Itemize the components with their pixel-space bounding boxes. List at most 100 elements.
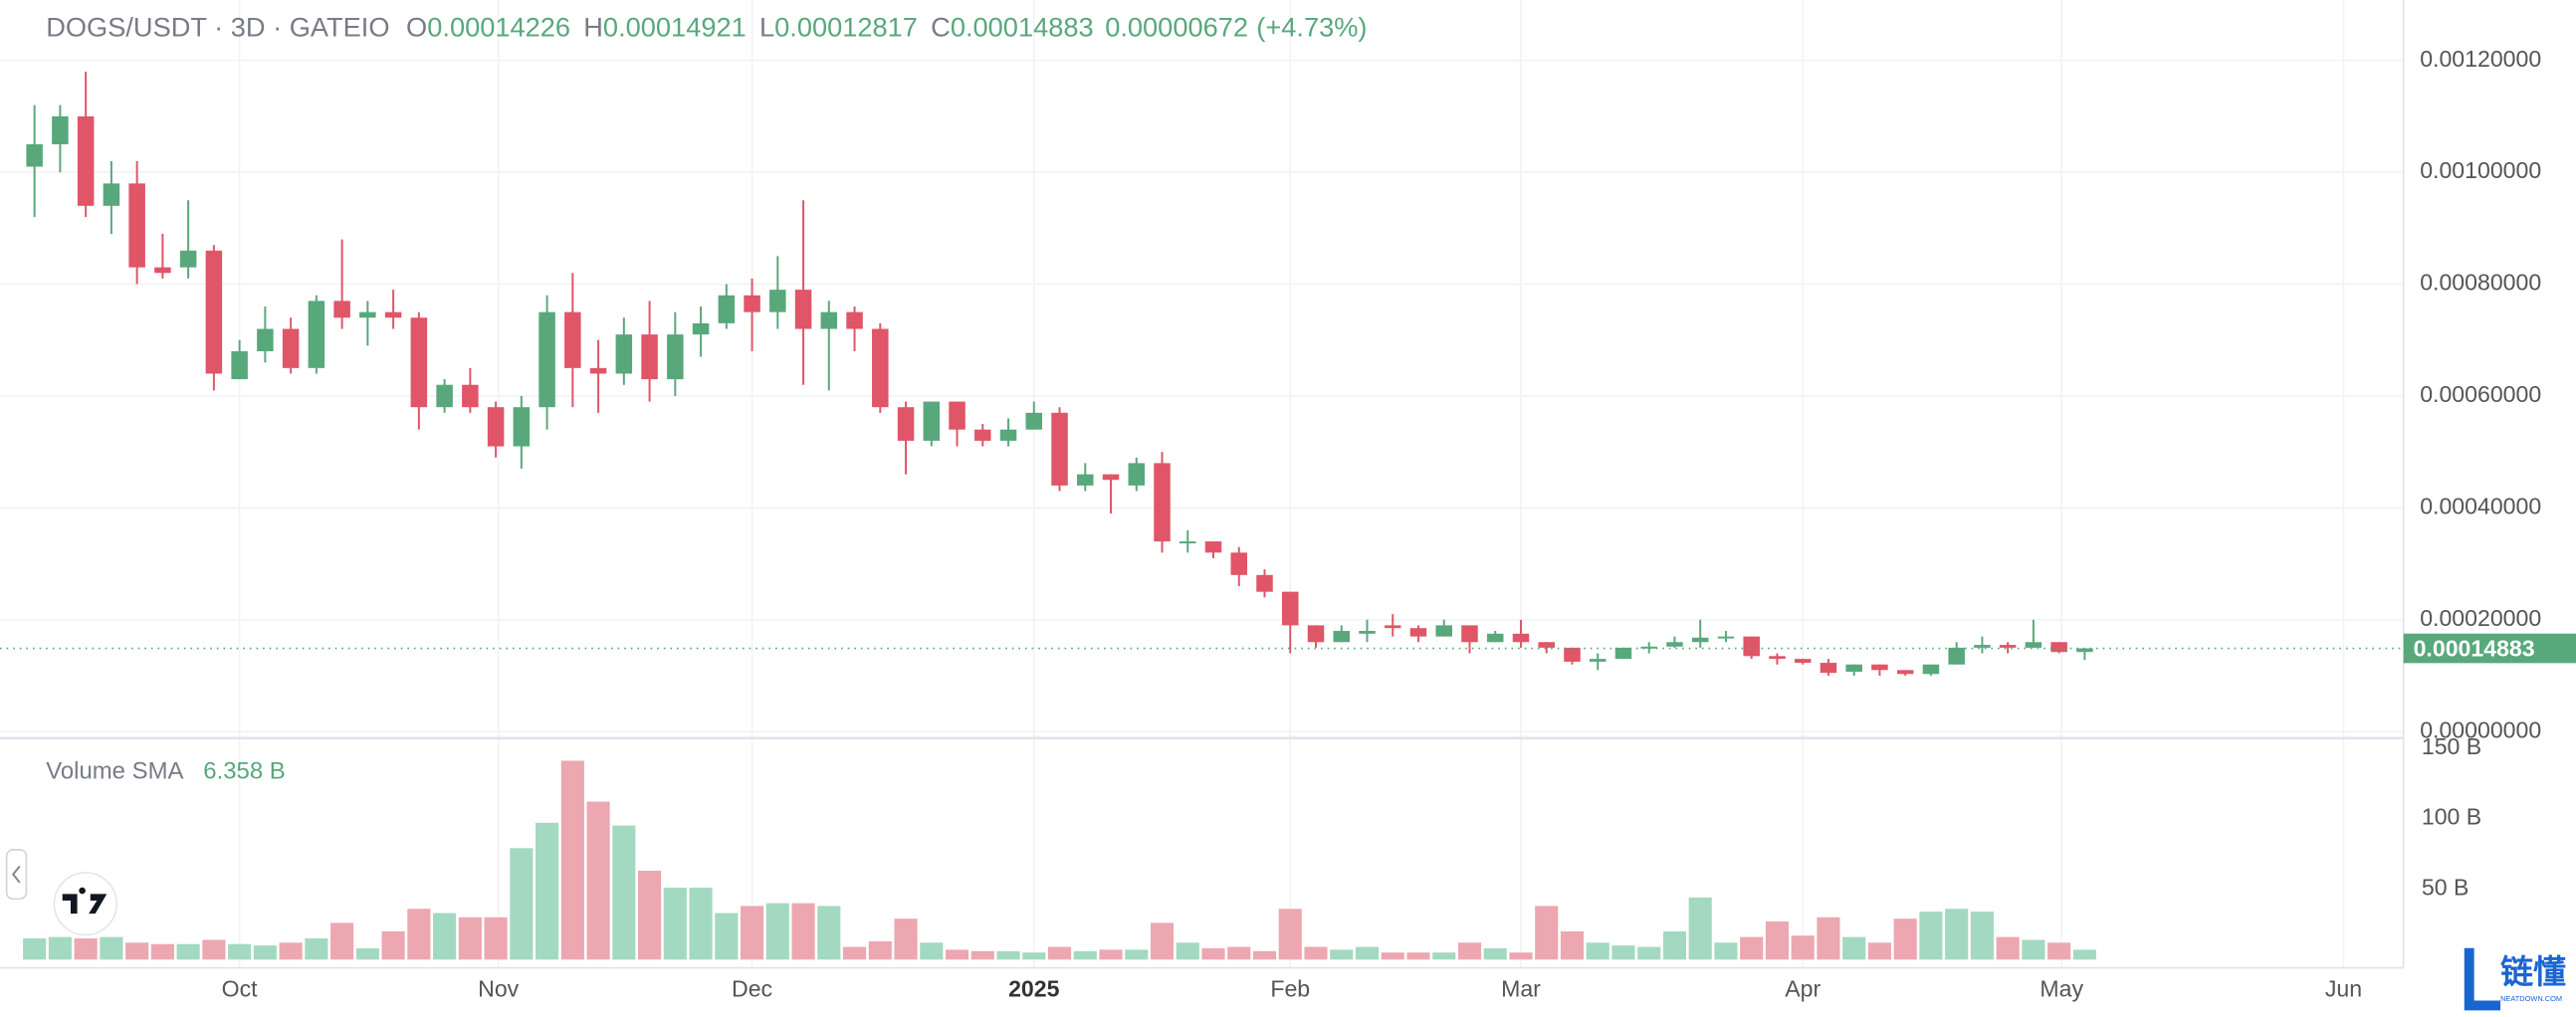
volume-bar — [1740, 936, 1764, 960]
volume-bar — [765, 903, 789, 960]
volume-bar — [1586, 942, 1610, 960]
volume-bar — [48, 936, 72, 960]
candle-body — [282, 328, 300, 368]
candle-body — [52, 115, 69, 145]
volume-bar — [663, 888, 687, 960]
volume-bar — [1330, 949, 1354, 960]
x-tick-label: Oct — [222, 976, 259, 1002]
candle-body — [1999, 645, 2017, 648]
labels: 0.00120000 0.00100000 0.00080000 0.00060000… — [222, 46, 2576, 1002]
y-tick-label: 0.00020000 — [2420, 605, 2541, 631]
volume-bar — [1406, 952, 1430, 960]
volume-bar — [381, 930, 405, 960]
x-tick-label: Feb — [1270, 976, 1310, 1002]
volume-bar — [1509, 952, 1533, 960]
volume-bar — [843, 946, 867, 960]
volume-bar — [791, 903, 815, 960]
volume-bar — [1047, 946, 1072, 960]
volume-bar — [2047, 942, 2071, 960]
candle-body — [1154, 463, 1171, 542]
volume-bar — [560, 760, 584, 960]
volume-bar — [1125, 949, 1149, 960]
volume-bar — [1176, 942, 1199, 960]
x-tick-label: 2025 — [1008, 976, 1060, 1002]
y-tick-label: 0.00100000 — [2420, 157, 2541, 183]
tradingview-logo[interactable] — [53, 872, 118, 936]
volume-bar — [253, 945, 277, 960]
candle-body — [1333, 631, 1350, 643]
volume-tick-label: 50 B — [2422, 875, 2469, 901]
candle-body — [1896, 670, 1914, 675]
volume-bar — [228, 943, 252, 960]
logo-mark[interactable] — [62, 887, 107, 915]
change-value: 0.00000672 — [1105, 12, 1248, 43]
candle-body — [128, 183, 145, 268]
volume-bar — [586, 801, 610, 960]
collapse-button[interactable] — [5, 849, 28, 901]
volume-bar — [510, 848, 534, 960]
ohlc-value: 0.00014921 — [603, 12, 747, 43]
candle-body — [1204, 541, 1222, 553]
candle-body — [1948, 647, 1965, 665]
y-tick-label: 0.00060000 — [2420, 381, 2541, 407]
volume-bar — [1662, 930, 1687, 960]
candle-body — [999, 429, 1017, 441]
candle-body — [1922, 664, 1940, 675]
volume-bar — [817, 906, 841, 960]
collapse-button-box[interactable] — [5, 849, 28, 901]
candle-body — [1281, 591, 1299, 626]
volume-bar — [1817, 916, 1840, 960]
volume-bar — [2022, 939, 2045, 960]
x-tick-label: Apr — [1785, 976, 1821, 1002]
x-tick-label: Dec — [732, 976, 772, 1002]
candle-body — [1128, 463, 1146, 486]
ohlc-label: O — [406, 12, 427, 43]
volume-bar — [305, 938, 328, 960]
ohlc-label: C — [931, 12, 951, 43]
candle-body — [179, 250, 197, 268]
logo-circle[interactable] — [53, 872, 118, 936]
volume-bar — [1099, 949, 1123, 960]
volume-title: Volume SMA — [46, 758, 183, 785]
volume-bar — [1996, 936, 2020, 960]
volume-bar — [1535, 906, 1559, 960]
candle-body — [103, 183, 120, 206]
header: DOGS/USDT · 3D · GATEIO O0.00014226 H0.000… — [46, 12, 1367, 43]
candle-body — [923, 401, 941, 441]
candle-body — [589, 367, 607, 374]
volume-bar — [74, 938, 98, 960]
candle-body — [1051, 412, 1068, 486]
volume-bar — [1611, 945, 1635, 960]
volume-bar — [1688, 897, 1712, 960]
volume-bar — [1073, 950, 1097, 960]
candle-body — [1359, 631, 1376, 634]
x-tick-label: Nov — [478, 976, 520, 1002]
volume-bar — [407, 909, 431, 960]
candle-body — [1512, 633, 1530, 643]
candle-body — [1666, 642, 1683, 647]
candle-body — [26, 144, 43, 167]
candle-body — [1384, 625, 1401, 629]
volume-tick-label: 150 B — [2422, 733, 2481, 759]
volume-bar — [612, 825, 636, 960]
volume-bar — [1432, 952, 1456, 960]
candle-body — [333, 301, 350, 318]
volume-bar — [715, 913, 739, 960]
y-tick-label: 0.00040000 — [2420, 493, 2541, 518]
volume-bar — [355, 947, 379, 960]
candle-body — [974, 429, 991, 441]
watermark-logo — [2464, 947, 2501, 1011]
collapse-arrow[interactable] — [11, 865, 21, 884]
volume-bar — [1278, 909, 1302, 960]
volume-bar — [1252, 950, 1277, 960]
candle-body — [1717, 636, 1735, 639]
ohlc-label: L — [759, 12, 774, 43]
candle-body — [257, 328, 274, 351]
x-tick-label: May — [2039, 976, 2083, 1002]
volume-bar — [23, 938, 47, 960]
volume-bar — [1842, 936, 1866, 960]
candle-body — [384, 311, 402, 318]
candle-body — [2025, 642, 2042, 648]
